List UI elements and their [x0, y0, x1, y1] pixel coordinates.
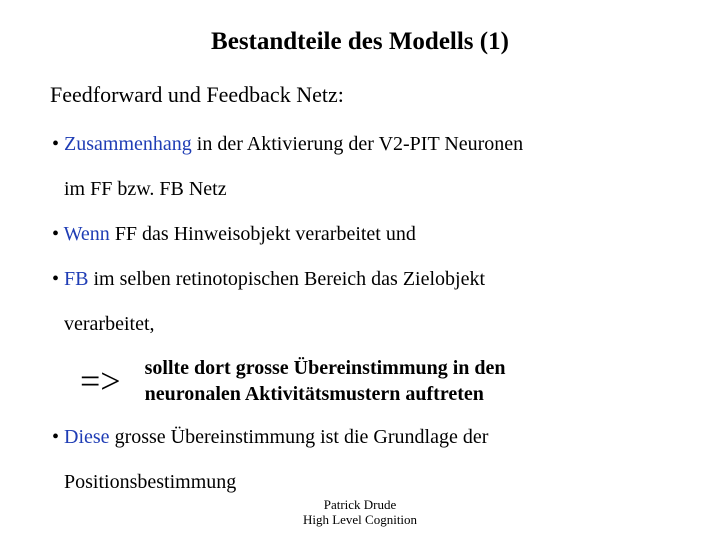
bullet-2-text: FF das Hinweisobjekt verarbeitet und	[110, 223, 416, 245]
arrow-symbol: =>	[80, 363, 121, 399]
bullet-3-cont: verarbeitet,	[50, 310, 670, 339]
bullet-3-keyword: FB	[64, 268, 88, 290]
implication-row: => sollte dort grosse Übereinstimmung in…	[50, 355, 670, 407]
slide-subtitle: Feedforward und Feedback Netz:	[50, 82, 670, 108]
implication-line2: neuronalen Aktivitätsmustern auftreten	[145, 383, 484, 405]
footer-course: High Level Cognition	[303, 512, 417, 527]
bullet-4: • Diese grosse Übereinstimmung ist die G…	[50, 423, 670, 452]
implication-text: sollte dort grosse Übereinstimmung in de…	[145, 355, 670, 407]
bullet-2: • Wenn FF das Hinweisobjekt verarbeitet …	[50, 220, 670, 249]
bullet-4-cont: Positionsbestimmung	[50, 468, 670, 497]
bullet-2-keyword: Wenn	[64, 223, 110, 245]
bullet-4-text: grosse Übereinstimmung ist die Grundlage…	[110, 426, 489, 448]
implication-line1: sollte dort grosse Übereinstimmung in de…	[145, 357, 506, 379]
bullet-3-text: im selben retinotopischen Bereich das Zi…	[88, 268, 485, 290]
bullet-mark: •	[52, 426, 59, 448]
bullet-1-cont: im FF bzw. FB Netz	[50, 175, 670, 204]
bullet-mark: •	[52, 133, 59, 155]
footer-author: Patrick Drude	[324, 497, 397, 512]
bullet-mark: •	[52, 268, 59, 290]
slide-title: Bestandteile des Modells (1)	[50, 28, 670, 56]
bullet-1-keyword: Zusammenhang	[64, 133, 192, 155]
bullet-1: • Zusammenhang in der Aktivierung der V2…	[50, 130, 670, 159]
bullet-mark: •	[52, 223, 59, 245]
bullet-3: • FB im selben retinotopischen Bereich d…	[50, 265, 670, 294]
bullet-4-keyword: Diese	[64, 426, 110, 448]
bullet-1-text: in der Aktivierung der V2-PIT Neuronen	[192, 133, 523, 155]
slide-footer: Patrick Drude High Level Cognition	[0, 497, 720, 528]
